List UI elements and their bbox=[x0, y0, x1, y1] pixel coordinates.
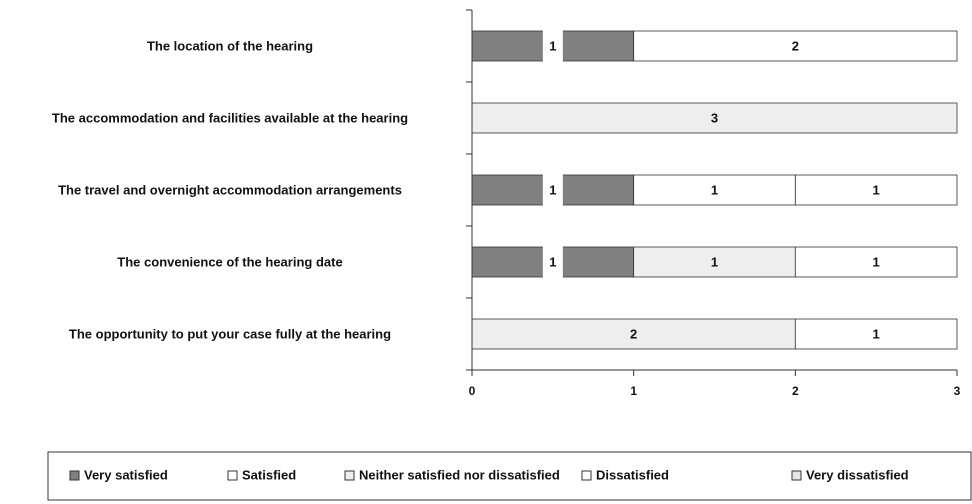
legend-label: Satisfied bbox=[242, 467, 296, 482]
data-label: 1 bbox=[711, 254, 718, 269]
data-label: 1 bbox=[549, 254, 556, 269]
legend-label: Very satisfied bbox=[84, 467, 168, 482]
category-label: The opportunity to put your case fully a… bbox=[68, 326, 392, 342]
category-label: The convenience of the hearing date bbox=[117, 254, 343, 270]
bar-segment bbox=[471, 318, 796, 350]
bar-segment bbox=[794, 318, 958, 350]
x-tick-label: 3 bbox=[954, 384, 961, 398]
label-bg bbox=[542, 30, 563, 62]
legend-swatch bbox=[69, 470, 80, 481]
category-label: The accommodation and facilities availab… bbox=[51, 110, 409, 126]
data-label: 3 bbox=[711, 110, 718, 125]
legend-swatch bbox=[791, 470, 802, 481]
data-label: 1 bbox=[873, 182, 880, 197]
bar-segment bbox=[794, 246, 958, 278]
data-label: 1 bbox=[873, 254, 880, 269]
data-label: 1 bbox=[873, 326, 880, 341]
bar-segment bbox=[633, 30, 958, 62]
bar-segment bbox=[633, 174, 796, 206]
legend-swatch bbox=[227, 470, 238, 481]
x-tick-label: 2 bbox=[792, 384, 799, 398]
label-bg bbox=[542, 246, 563, 278]
legend-swatch bbox=[581, 470, 592, 481]
legend-swatch bbox=[344, 470, 355, 481]
legend-label: Very dissatisfied bbox=[806, 467, 909, 482]
bar-segment bbox=[471, 102, 958, 134]
category-label: The travel and overnight accommodation a… bbox=[58, 182, 402, 198]
bar-segment bbox=[794, 174, 958, 206]
category-label: The location of the hearing bbox=[146, 38, 314, 54]
x-tick-label: 0 bbox=[469, 384, 476, 398]
legend-label: Neither satisfied nor dissatisfied bbox=[359, 467, 560, 482]
data-label: 1 bbox=[549, 38, 556, 53]
data-label: 2 bbox=[792, 38, 799, 53]
label-bg bbox=[542, 174, 563, 206]
legend-label: Dissatisfied bbox=[596, 467, 669, 482]
data-label: 2 bbox=[630, 326, 637, 341]
data-label: 1 bbox=[711, 182, 718, 197]
data-label: 1 bbox=[549, 182, 556, 197]
x-tick-label: 1 bbox=[630, 384, 637, 398]
bar-segment bbox=[633, 246, 796, 278]
legend-box bbox=[47, 451, 972, 501]
